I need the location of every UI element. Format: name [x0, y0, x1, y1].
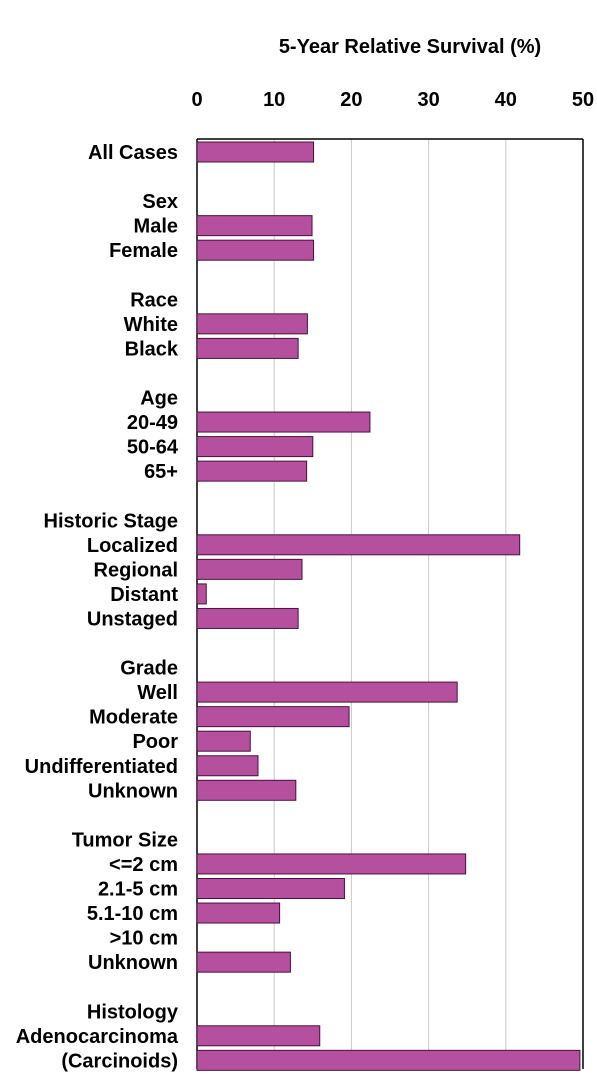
category-label: 2.1-5 cm: [98, 879, 178, 901]
x-tick-label: 30: [417, 89, 439, 111]
bar: [196, 607, 299, 629]
x-tick-label: 0: [191, 89, 202, 111]
bar: [196, 878, 345, 899]
category-label: 50-64: [127, 437, 179, 459]
category-label: Histology: [87, 1001, 179, 1023]
category-label: Distant: [110, 584, 178, 606]
bar: [196, 583, 207, 605]
category-label: Well: [137, 682, 178, 704]
x-tick-label: 20: [340, 89, 362, 111]
category-label: Sex: [142, 191, 178, 213]
category-label: >10 cm: [110, 928, 178, 950]
category-label: Unknown: [88, 780, 178, 802]
bar: [196, 951, 291, 973]
bar: [196, 558, 303, 580]
bar: [196, 730, 251, 752]
bar: [196, 141, 315, 163]
gridlines: [273, 139, 507, 1069]
bar: [196, 681, 458, 703]
category-label: 65+: [144, 461, 178, 483]
bar: [196, 313, 308, 335]
bar: [196, 902, 281, 924]
category-label: 5.1-10 cm: [87, 903, 178, 925]
category-label: (Carcinoids): [61, 1050, 178, 1072]
category-label: Poor: [132, 731, 178, 753]
category-label: Male: [134, 216, 178, 238]
category-label: <=2 cm: [109, 854, 178, 876]
bar: [196, 337, 299, 359]
bar: [196, 411, 371, 433]
category-label: Tumor Size: [72, 829, 178, 851]
category-label: Localized: [87, 535, 178, 557]
bar: [196, 706, 350, 728]
category-label: 20-49: [127, 412, 178, 434]
bar: [196, 1025, 321, 1047]
category-label: White: [124, 314, 178, 336]
bar: [196, 1049, 581, 1071]
bar: [196, 436, 314, 458]
category-label: Unknown: [88, 952, 178, 974]
category-label: Historic Stage: [44, 510, 178, 532]
bars: [196, 141, 581, 1071]
bar: [196, 460, 308, 482]
category-label: Regional: [94, 559, 178, 581]
bar: [196, 853, 467, 875]
x-tick-label: 10: [263, 89, 285, 111]
x-tick-label: 50: [572, 89, 594, 111]
x-tick-label: 40: [495, 89, 517, 111]
x-tick-labels: 0 10 20 30 40 50: [191, 89, 594, 111]
bar: [196, 755, 259, 777]
category-label: Undifferentiated: [25, 756, 178, 778]
category-label: Race: [130, 289, 178, 311]
chart-title: 5-Year Relative Survival (%): [279, 36, 541, 58]
category-label: All Cases: [88, 142, 178, 164]
category-label: Age: [140, 388, 178, 410]
plot-frame: [196, 138, 584, 1069]
bar: [196, 239, 315, 261]
category-label: Moderate: [89, 707, 178, 729]
category-label: Female: [109, 240, 178, 262]
bar: [196, 534, 521, 556]
category-label: Adenocarcinoma: [16, 1026, 179, 1048]
category-labels: All CasesSexMaleFemaleRaceWhiteBlackAge2…: [16, 142, 179, 1072]
category-label: Grade: [120, 658, 178, 680]
category-label: Unstaged: [87, 608, 178, 630]
category-label: Black: [125, 338, 179, 360]
bar: [196, 779, 297, 801]
bar: [196, 215, 313, 237]
